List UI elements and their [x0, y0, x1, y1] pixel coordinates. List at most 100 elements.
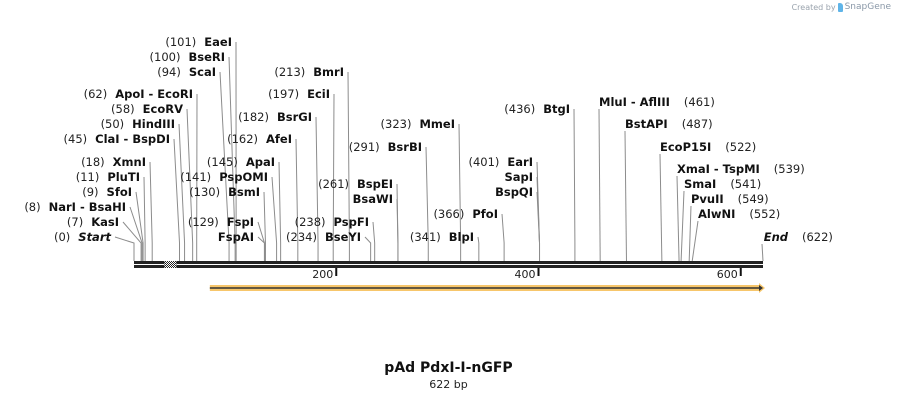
enzyme-site-afei[interactable]: AfeI (162): [227, 132, 292, 146]
enzyme-site-bseyi[interactable]: BseYI (234): [286, 230, 361, 244]
leader-line: [271, 176, 278, 261]
enzyme-site-bsrgi[interactable]: BsrGI (182): [238, 110, 312, 124]
site-position: (366): [433, 207, 464, 221]
leader-line: [219, 71, 230, 261]
enzyme-site-bspqi[interactable]: BspQI: [495, 185, 533, 199]
leader-line: [458, 123, 462, 261]
site-position: (436): [504, 102, 535, 116]
enzyme-site-xmaitspmi[interactable]: XmaI - TspMI (539): [677, 162, 805, 176]
enzyme-site-mluiafliii[interactable]: MluI - AflIII (461): [599, 95, 715, 109]
enzyme-site-kasi[interactable]: KasI (7): [67, 215, 119, 229]
enzyme-name: SapI: [504, 170, 533, 184]
enzyme-name: FspAI: [218, 230, 254, 244]
leader-line: [315, 116, 319, 261]
enzyme-site-ecorv[interactable]: EcoRV (58): [111, 102, 183, 116]
site-position: (0): [54, 230, 70, 244]
enzyme-name: BspEI: [357, 177, 393, 191]
enzyme-site-pspomi[interactable]: PspOMI (141): [180, 170, 268, 184]
leader-line: [477, 236, 480, 261]
leader-line: [501, 213, 505, 261]
enzyme-site-fspai[interactable]: FspAI: [218, 230, 254, 244]
enzyme-site-claibspdi[interactable]: ClaI - BspDI (45): [64, 132, 170, 146]
enzyme-site-bmri[interactable]: BmrI (213): [274, 65, 344, 79]
leader-lines: [114, 41, 764, 262]
enzyme-site-hindiii[interactable]: HindIII (50): [101, 117, 175, 131]
enzyme-site-pvuii[interactable]: PvuII (549): [691, 192, 769, 206]
enzyme-site-bsrbi[interactable]: BsrBI (291): [349, 140, 422, 154]
enzyme-site-eari[interactable]: EarI (401): [468, 155, 533, 169]
leader-line: [396, 198, 399, 261]
site-position: (45): [64, 132, 88, 146]
feature-ngfp[interactable]: [209, 283, 765, 293]
leader-line: [624, 130, 627, 262]
leader-line: [372, 221, 376, 261]
leader-line: [536, 191, 541, 261]
sequence-backbone[interactable]: [134, 261, 763, 268]
leader-line: [178, 123, 186, 261]
enzyme-name: BsrBI: [388, 140, 422, 154]
enzyme-site-bstapi[interactable]: BstAPI (487): [625, 117, 713, 131]
enzyme-site-pluti[interactable]: PluTI (11): [76, 170, 140, 184]
enzyme-name: MluI - AflIII: [599, 95, 670, 109]
enzyme-name: EciI: [307, 87, 330, 101]
enzyme-site-blpi[interactable]: BlpI (341): [410, 230, 474, 244]
site-position: (162): [227, 132, 258, 146]
enzyme-site-ecop15i[interactable]: EcoP15I (522): [660, 140, 756, 154]
enzyme-site-bseri[interactable]: BseRI (100): [150, 50, 225, 64]
leader-line: [173, 138, 181, 261]
leader-line: [676, 175, 680, 262]
sequence-length: 622 bp: [429, 378, 468, 391]
leader-line: [680, 190, 685, 262]
enzyme-name: EarI: [507, 155, 533, 169]
enzyme-site-ecii[interactable]: EciI (197): [268, 87, 330, 101]
site-position: (487): [682, 117, 713, 131]
enzyme-site-smai[interactable]: SmaI (541): [684, 177, 761, 191]
site-position: (197): [268, 87, 299, 101]
enzyme-site-fspi[interactable]: FspI (129): [188, 215, 254, 229]
enzyme-name: EcoRV: [143, 102, 183, 116]
enzyme-site-btgi[interactable]: BtgI (436): [504, 102, 570, 116]
site-position: (100): [150, 50, 181, 64]
enzyme-site-sapi[interactable]: SapI: [504, 170, 533, 184]
enzyme-name: PvuII: [691, 192, 724, 206]
enzyme-site-scai[interactable]: ScaI (94): [157, 65, 216, 79]
site-position: (552): [749, 207, 780, 221]
enzyme-site-apai[interactable]: ApaI (145): [207, 155, 275, 169]
enzyme-site-sfoi[interactable]: SfoI (9): [82, 185, 132, 199]
sequence-name: pAd PdxI-I-nGFP: [384, 360, 513, 376]
enzyme-name: PspOMI: [219, 170, 268, 184]
site-position: (522): [725, 140, 756, 154]
ruler-tick-label: 400: [515, 268, 536, 281]
site-position: (58): [111, 102, 135, 116]
site-position: (62): [84, 87, 108, 101]
leader-line: [278, 161, 282, 261]
enzyme-name: KasI: [91, 215, 119, 229]
ruler-tick-label: 200: [312, 268, 333, 281]
enzyme-site-apoiecori[interactable]: ApoI - EcoRI (62): [84, 87, 193, 101]
site-position: (145): [207, 155, 238, 169]
enzyme-name: Start: [78, 230, 111, 244]
enzyme-site-bspei[interactable]: BspEI (261): [318, 177, 393, 191]
enzyme-site-naribsahi[interactable]: NarI - BsaHI (8): [24, 200, 126, 214]
enzyme-site-xmni[interactable]: XmnI (18): [81, 155, 146, 169]
enzyme-site-bsawi[interactable]: BsaWI: [353, 192, 393, 206]
snapgene-logo-icon: [837, 2, 843, 12]
site-position: (129): [188, 215, 219, 229]
enzyme-site-alwni[interactable]: AlwNI (552): [698, 207, 780, 221]
leader-line: [332, 93, 335, 261]
enzyme-site-pspfi[interactable]: PspFI (238): [295, 215, 369, 229]
enzyme-site-bsmi[interactable]: BsmI (130): [189, 185, 260, 199]
site-position: (401): [468, 155, 499, 169]
enzyme-site-end[interactable]: End (622): [764, 230, 833, 244]
leader-line: [761, 243, 764, 262]
site-position: (101): [165, 35, 196, 49]
enzyme-site-pfoi[interactable]: PfoI (366): [433, 207, 498, 221]
leader-line: [295, 138, 299, 261]
enzyme-name: ClaI - BspDI: [95, 132, 170, 146]
enzyme-name: BspQI: [495, 185, 533, 199]
enzyme-site-start[interactable]: Start (0): [54, 230, 112, 244]
enzyme-site-mmei[interactable]: MmeI (323): [381, 117, 455, 131]
ruler-tick: [537, 268, 540, 276]
enzyme-site-eaei[interactable]: EaeI (101): [165, 35, 232, 49]
bottom-strand: [134, 265, 763, 268]
